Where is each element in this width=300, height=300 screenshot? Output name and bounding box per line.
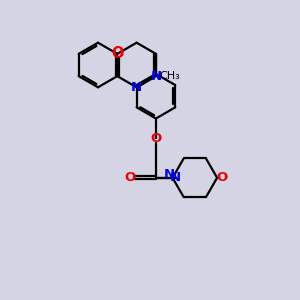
Text: O: O	[150, 132, 161, 145]
Text: N: N	[164, 168, 175, 181]
Text: N: N	[150, 70, 161, 83]
Text: N: N	[170, 171, 181, 184]
Text: O: O	[111, 46, 124, 61]
Text: O: O	[124, 171, 136, 184]
Text: CH₃: CH₃	[159, 71, 180, 81]
Text: O: O	[217, 171, 228, 184]
Text: N: N	[131, 81, 142, 94]
